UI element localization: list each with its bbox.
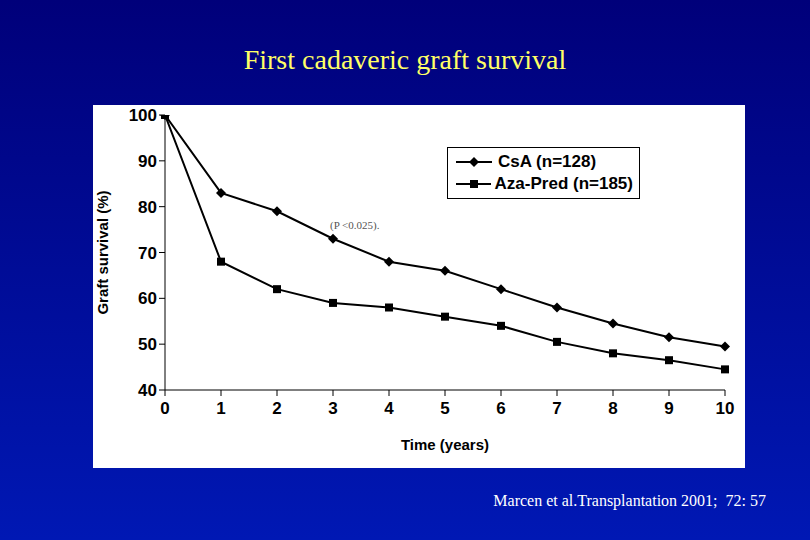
- svg-text:10: 10: [716, 399, 735, 418]
- svg-text:6: 6: [496, 399, 505, 418]
- svg-text:50: 50: [138, 335, 157, 354]
- svg-text:8: 8: [608, 399, 617, 418]
- html-text:Marcen et al.Transplantation 2: Marcen et al.Transplantation 2001; 72: 5…: [493, 492, 766, 509]
- svg-text:5: 5: [440, 399, 449, 418]
- svg-text:100: 100: [129, 106, 157, 125]
- svg-text:80: 80: [138, 198, 157, 217]
- svg-text:0: 0: [160, 399, 169, 418]
- svg-text:90: 90: [138, 152, 157, 171]
- html-text:CsA (n=128): CsA (n=128): [498, 152, 597, 171]
- svg-text:Graft survival (%): Graft survival (%): [94, 190, 111, 314]
- html-text:(P <0.025).: (P <0.025).: [330, 219, 380, 231]
- svg-text:70: 70: [138, 244, 157, 263]
- svg-text:Time (years): Time (years): [401, 436, 489, 453]
- svg-text:3: 3: [328, 399, 337, 418]
- svg-text:4: 4: [384, 399, 394, 418]
- svg-text:40: 40: [138, 381, 157, 400]
- svg-text:2: 2: [272, 399, 281, 418]
- svg-text:1: 1: [216, 399, 225, 418]
- svg-text:9: 9: [664, 399, 673, 418]
- html-text:First cadaveric graft survival: First cadaveric graft survival: [243, 44, 567, 75]
- html-text:Aza-Pred (n=185): Aza-Pred (n=185): [494, 174, 633, 193]
- svg-text:60: 60: [138, 289, 157, 308]
- svg-text:7: 7: [552, 399, 561, 418]
